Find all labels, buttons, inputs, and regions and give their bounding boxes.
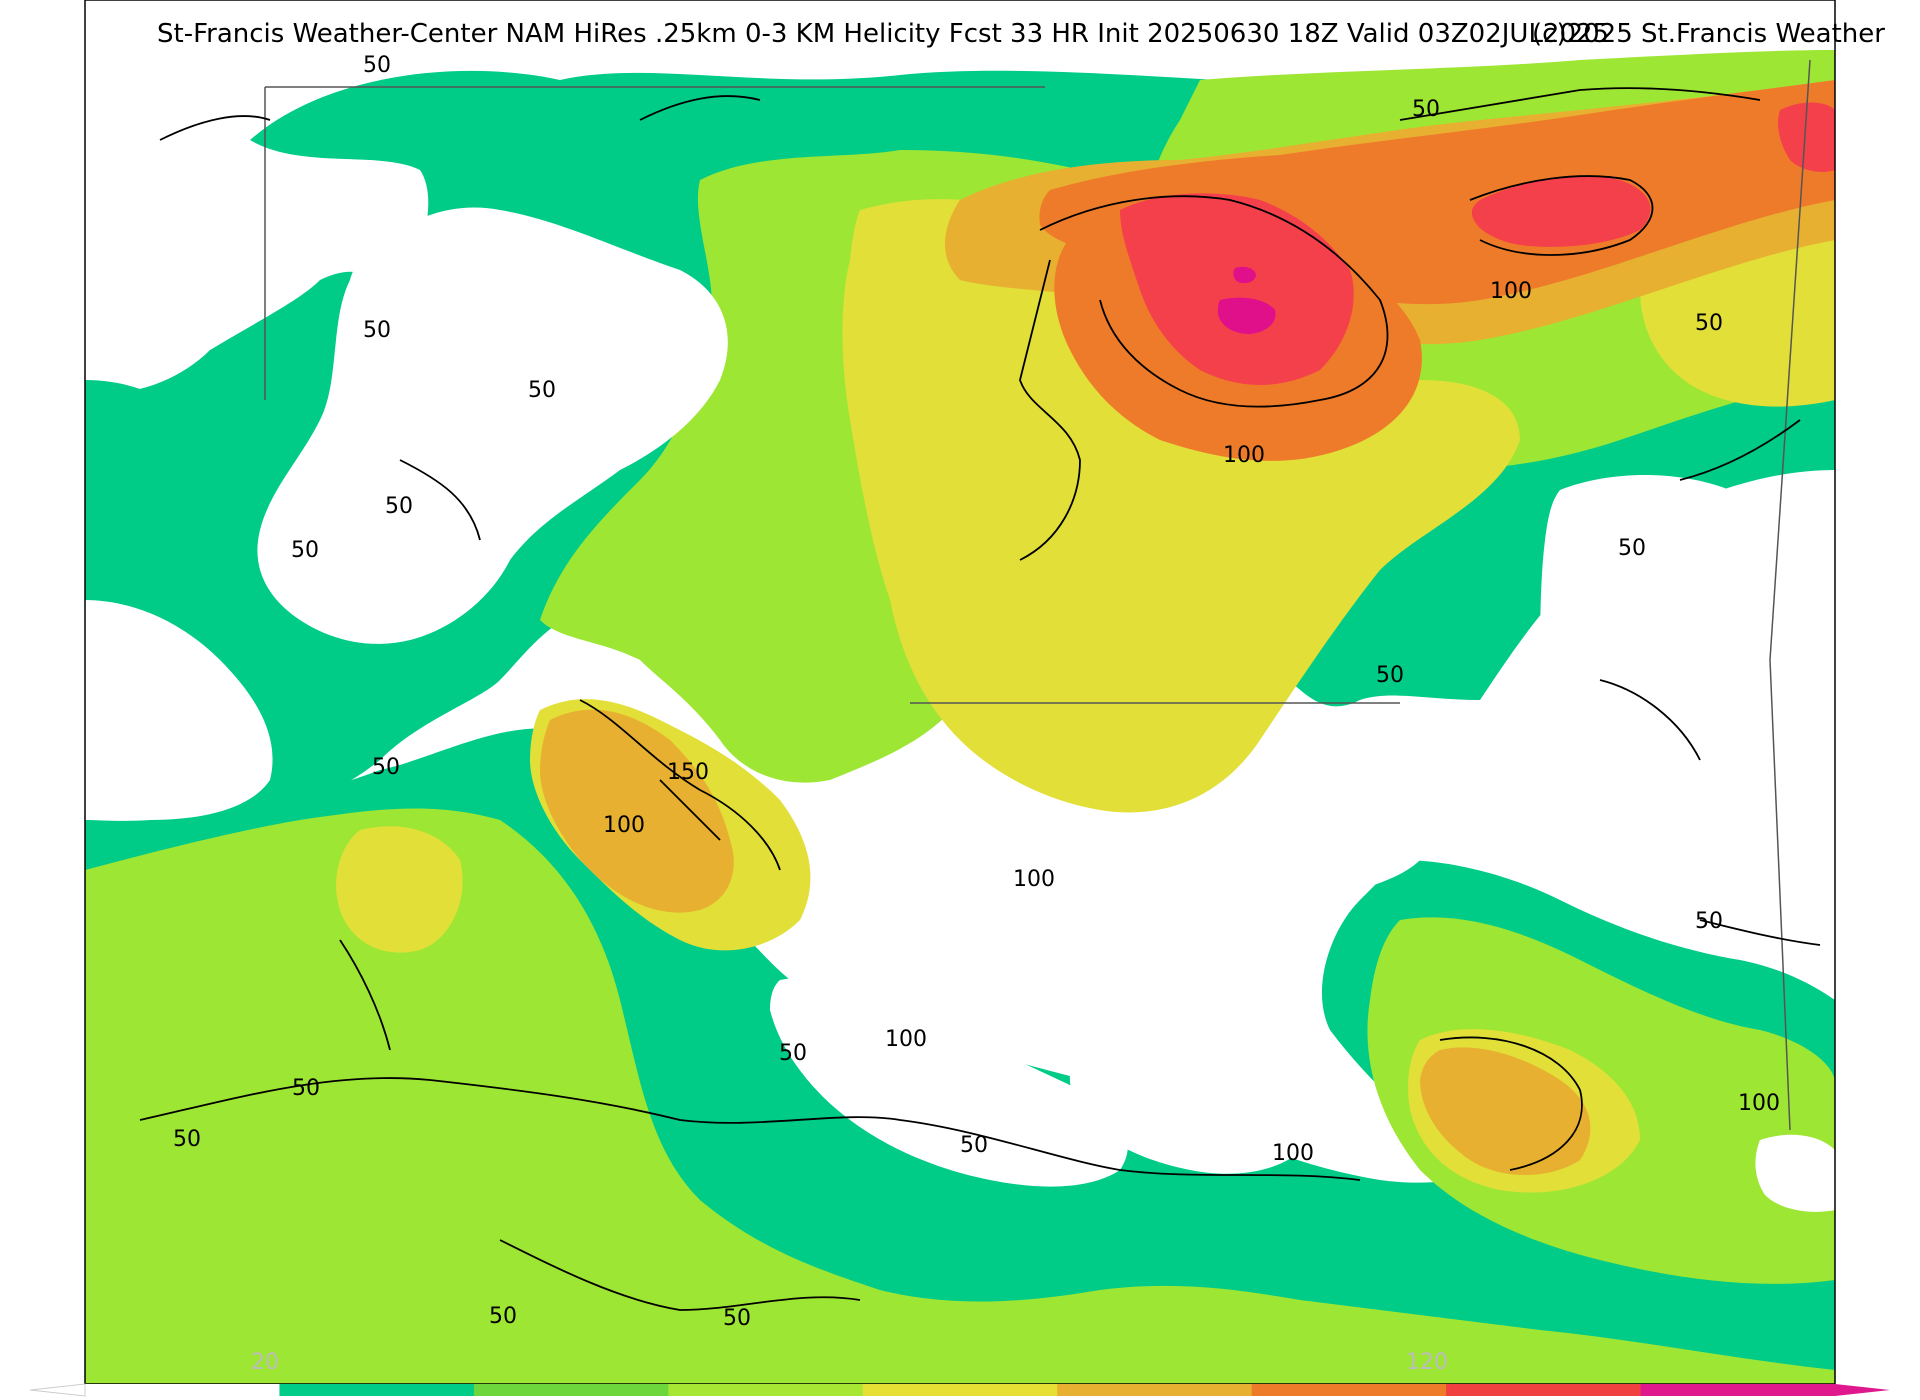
fill-yellow-southwest — [336, 826, 463, 953]
contour-label: 50 — [960, 1133, 988, 1158]
map-copyright: (c)2025 St.Francis Weather — [1532, 19, 1885, 49]
contour-label: 50 — [372, 755, 400, 780]
colorbar-segment — [473, 1384, 669, 1396]
fill-white-northwest-top — [85, 0, 320, 190]
contour-label: 50 — [1618, 536, 1646, 561]
colorbar-arrow-low — [29, 1383, 86, 1397]
contour-label: 50 — [1695, 909, 1723, 934]
contour-label: 50 — [1376, 663, 1404, 688]
contour-label: 100 — [1272, 1141, 1314, 1166]
colorbar-segment — [1251, 1384, 1447, 1396]
contour-label: 50 — [723, 1306, 751, 1331]
contour-label: 50 — [363, 318, 391, 343]
fill-white-center-south — [770, 977, 1128, 1187]
contour-label: 50 — [292, 1076, 320, 1101]
contour-label: 100 — [1223, 443, 1265, 468]
fill-white-center-east — [1237, 786, 1428, 904]
fill-lime-south — [85, 808, 1835, 1384]
colorbar-segment — [862, 1384, 1058, 1396]
contour-label: 50 — [1412, 97, 1440, 122]
fill-orange-yellow-se — [1420, 1047, 1591, 1175]
fill-white-north-west — [257, 207, 728, 644]
contour-label: 50 — [779, 1041, 807, 1066]
colorbar-segment — [1640, 1384, 1836, 1396]
colorbar-label-high: 120 — [1406, 1350, 1448, 1375]
colorbar-segment — [85, 1384, 280, 1396]
contour-label: 50 — [291, 538, 319, 563]
contour-label: 50 — [1695, 311, 1723, 336]
colorbar-arrow-high — [1835, 1384, 1890, 1396]
colorbar — [29, 1383, 1890, 1397]
boundary-lines — [264, 59, 1811, 1131]
colorbar-segment — [279, 1384, 475, 1396]
colorbar-segment — [668, 1384, 864, 1396]
contour-label: 100 — [1013, 867, 1055, 892]
contour-label-150: 150 — [667, 760, 709, 785]
contour-label: 50 — [489, 1304, 517, 1329]
fill-orange-yellow-west — [540, 709, 734, 913]
contour-label: 100 — [603, 813, 645, 838]
fill-green-west-top — [85, 380, 194, 605]
fill-yellow-central — [842, 199, 1520, 813]
contour-label: 50 — [173, 1127, 201, 1152]
colorbar-label-low: 20 — [251, 1350, 279, 1375]
map-title: St-Francis Weather-Center NAM HiRes .25k… — [157, 19, 1609, 49]
contour-label: 100 — [1738, 1091, 1780, 1116]
state-line-east — [1769, 59, 1811, 1131]
fill-white-west — [85, 600, 273, 821]
contour-label: 50 — [363, 53, 391, 78]
fill-magenta-small — [1233, 266, 1256, 284]
contour-label: 100 — [885, 1027, 927, 1052]
contour-label: 50 — [528, 378, 556, 403]
contour-label-layer: 50 50 50 50 50 50 50 50 50 50 50 50 50 5… — [173, 53, 1780, 1331]
fill-red-core — [1120, 193, 1354, 385]
fill-magenta-core — [1218, 297, 1276, 334]
fill-white-east — [1540, 475, 1835, 890]
contour-label: 100 — [1490, 279, 1532, 304]
contour-label: 50 — [385, 494, 413, 519]
fill-red-far-east — [1778, 102, 1835, 172]
contour-lines — [139, 87, 1821, 1311]
fill-red-east — [1471, 176, 1651, 247]
colorbar-segment — [1446, 1384, 1642, 1396]
fill-white-far-east — [1755, 1134, 1835, 1212]
colorbar-segment — [1057, 1384, 1253, 1396]
fill-white-south-east — [1069, 1029, 1312, 1174]
helicity-fill-layer — [85, 0, 1835, 1384]
